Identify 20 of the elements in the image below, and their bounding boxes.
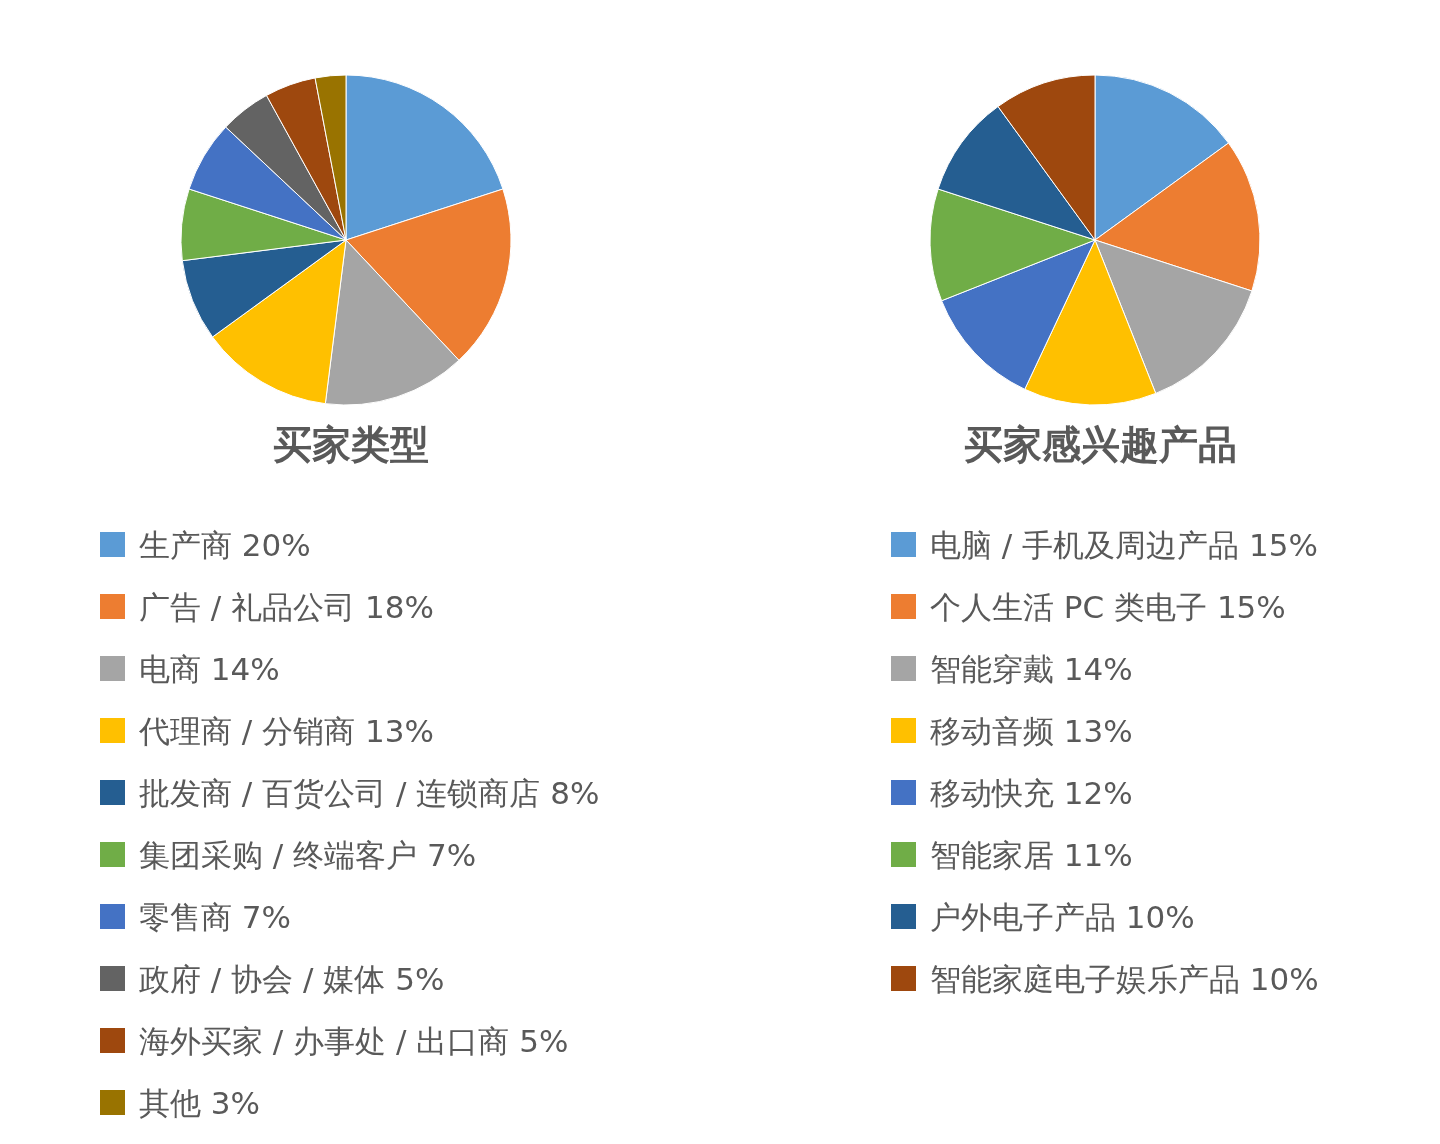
legend-label: 广告 / 礼品公司 18%: [139, 588, 434, 625]
legend-label: 生产商 20%: [139, 526, 311, 563]
legend-label: 移动快充 12%: [930, 774, 1133, 811]
legend-label: 电脑 / 手机及周边产品 15%: [930, 526, 1318, 563]
legend-label: 零售商 7%: [139, 898, 292, 935]
legend-label: 其他 3%: [139, 1084, 261, 1121]
legend-label: 电商 14%: [139, 650, 280, 687]
legend-label: 个人生活 PC 类电子 15%: [930, 588, 1286, 625]
legend-label: 智能家庭电子娱乐产品 10%: [930, 960, 1319, 997]
legend-label: 移动音频 13%: [930, 712, 1133, 749]
legend-label: 政府 / 协会 / 媒体 5%: [139, 960, 445, 997]
legend-label: 智能穿戴 14%: [930, 650, 1133, 687]
legend-label: 集团采购 / 终端客户 7%: [139, 836, 477, 873]
legend-label: 代理商 / 分销商 13%: [138, 712, 434, 749]
legend-label: 户外电子产品 10%: [930, 898, 1195, 935]
legend-label: 海外买家 / 办事处 / 出口商 5%: [139, 1022, 569, 1059]
text: 买家类型: [273, 422, 429, 467]
legend-label: 智能家居 11%: [930, 836, 1133, 873]
legend-label: 批发商 / 百货公司 / 连锁商店 8%: [139, 774, 600, 811]
text: 买家感兴趣产品: [963, 422, 1237, 467]
